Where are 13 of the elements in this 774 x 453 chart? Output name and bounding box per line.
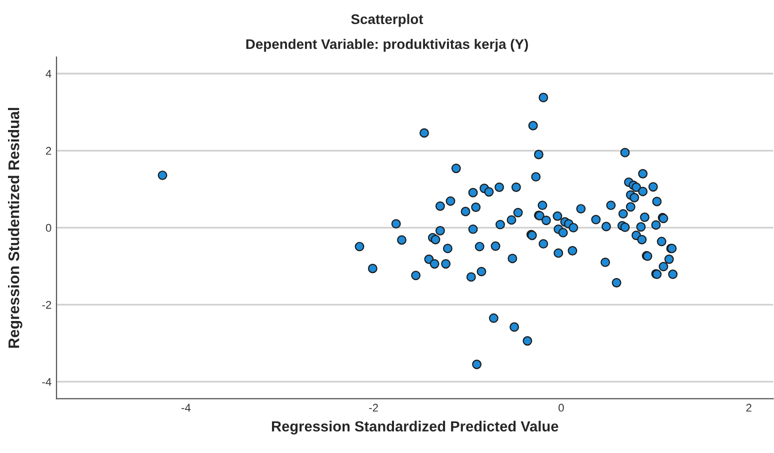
x-axis-title: Regression Standardized Predicted Value bbox=[272, 420, 558, 434]
x-tick-label: 2 bbox=[746, 404, 752, 412]
y-tick-label: 2 bbox=[46, 146, 52, 155]
x-tick-label: -4 bbox=[182, 404, 191, 412]
y-tick-label: -4 bbox=[42, 378, 52, 386]
y-tick-label: 4 bbox=[46, 70, 52, 78]
y-tick-label: -2 bbox=[42, 300, 52, 309]
y-tick-label: 0 bbox=[46, 224, 52, 232]
chart-subtitle: Dependent Variable: produktivitas kerja (Y) bbox=[246, 38, 528, 52]
y-axis-title: Regression Studentized Residual bbox=[8, 108, 22, 348]
x-tick-label: -2 bbox=[369, 404, 378, 412]
chart-title: Scatterplot bbox=[351, 14, 424, 27]
x-tick-label: 0 bbox=[558, 404, 564, 412]
